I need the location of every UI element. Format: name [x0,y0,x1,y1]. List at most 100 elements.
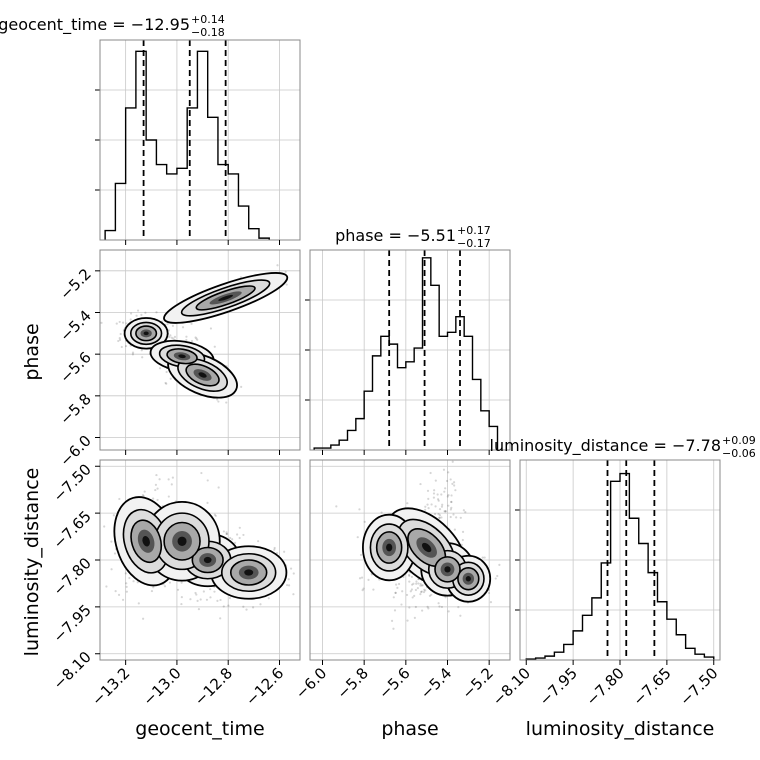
joint-geocent-time-luminosity-distance-sample-point [110,540,113,543]
hist-luminosity-distance-xtick-label: −7.65 [629,664,674,709]
joint-geocent-time-phase-sample-point [135,314,138,317]
joint-geocent-time-luminosity-distance-sample-point [259,603,262,606]
joint-geocent-time-luminosity-distance-sample-point [292,593,295,596]
joint-phase-luminosity-distance-sample-point [459,516,462,519]
y-axis-label-luminosity-distance: luminosity_distance [21,468,43,657]
hist-geocent-time-step [104,50,270,240]
joint-geocent-time-luminosity-distance-sample-point [125,590,128,593]
joint-geocent-time-luminosity-distance-sample-point [235,533,239,536]
joint-geocent-time-luminosity-distance-sample-point [112,514,115,517]
joint-phase-luminosity-distance-sample-point [392,596,395,599]
joint-phase-luminosity-distance-sample-point [454,489,457,492]
joint-phase-luminosity-distance-sample-point [372,588,375,591]
joint-geocent-time-luminosity-distance-sample-point [206,479,209,482]
joint-phase-luminosity-distance-sample-point [390,619,394,623]
joint-geocent-time-luminosity-distance-sample-point [132,580,135,583]
panel-hist-geocent-time [95,39,301,245]
hist-luminosity-distance-xtick-label: −7.50 [676,664,721,709]
joint-geocent-time-luminosity-distance-sample-point [103,525,106,528]
joint-phase-luminosity-distance-sample-point [450,506,453,509]
joint-geocent-time-phase-sample-point [119,332,122,336]
joint-geocent-time-luminosity-distance-sample-point [113,552,117,555]
joint-phase-luminosity-distance-sample-point [419,582,422,586]
joint-phase-luminosity-distance-sample-point [437,602,440,605]
title-main-geocent-time: geocent_time = −12.95 [0,15,190,35]
joint-geocent-time-luminosity-distance-sample-point [196,599,199,602]
joint-geocent-time-luminosity-distance-sample-point [242,605,245,608]
joint-geocent-time-phase-sample-point [166,322,169,326]
joint-phase-luminosity-distance-sample-point [427,507,430,510]
joint-phase-luminosity-distance-sample-point [457,606,460,609]
joint-geocent-time-luminosity-distance-ytick-label: −7.50 [50,460,95,505]
joint-phase-luminosity-distance-sample-point [440,516,443,519]
title-luminosity-distance: luminosity_distance = −7.78 +0.09 −0.06 [490,434,756,460]
joint-geocent-time-phase-frame [99,249,301,451]
hist-luminosity-distance-xtick-label: −8.10 [489,664,534,709]
joint-geocent-time-luminosity-distance-sample-point [200,471,203,475]
joint-phase-luminosity-distance-sample-point [421,584,424,587]
joint-geocent-time-luminosity-distance-ytick-label: −7.95 [50,601,95,646]
joint-phase-luminosity-distance-density-level-4 [421,542,432,553]
joint-phase-luminosity-distance-sample-point [461,538,464,542]
joint-phase-luminosity-distance-sample-point [356,536,359,539]
joint-phase-luminosity-distance-sample-point [444,510,447,513]
panel-joint-geocent-time-phase: −6.0 −5.8 −5.6−5.4 −5.2 [56,249,301,470]
joint-phase-luminosity-distance-sample-point [408,580,411,583]
joint-phase-luminosity-distance-sample-point [394,591,397,594]
joint-phase-luminosity-distance-sample-point [416,587,419,590]
joint-geocent-time-luminosity-distance-sample-point [155,473,158,477]
joint-phase-luminosity-distance-sample-point [405,593,409,597]
joint-phase-luminosity-distance-sample-point [429,471,432,475]
joint-geocent-time-luminosity-distance-sample-point [287,578,290,581]
joint-geocent-time-luminosity-distance-sample-point [292,572,295,575]
joint-phase-luminosity-distance-sample-point [437,513,440,516]
joint-phase-luminosity-distance-sample-point [419,584,422,587]
joint-geocent-time-luminosity-distance-sample-point [245,608,248,611]
joint-geocent-time-phase-sample-point [196,338,199,341]
joint-phase-luminosity-distance-sample-point [430,593,433,596]
joint-geocent-time-phase-ytick-label: −5.2 [56,265,94,303]
joint-phase-luminosity-distance-sample-point [459,614,462,617]
joint-phase-luminosity-distance-sample-point [442,468,446,471]
hist-geocent-time-frame [99,39,301,241]
joint-phase-luminosity-distance-sample-point [438,605,441,608]
joint-phase-luminosity-distance-sample-point [407,573,411,576]
joint-geocent-time-luminosity-distance-sample-point [209,596,212,599]
joint-phase-luminosity-distance-sample-point [397,582,401,586]
joint-geocent-time-luminosity-distance-sample-point [141,493,144,497]
joint-phase-luminosity-distance-sample-point [421,609,424,612]
x-axis-label-phase: phase [381,718,438,740]
joint-phase-luminosity-distance-sample-point [424,505,427,508]
joint-geocent-time-phase-sample-point [129,318,132,321]
joint-geocent-time-phase-sample-point [169,377,172,380]
joint-geocent-time-luminosity-distance-ytick-label: −8.10 [50,648,95,693]
joint-phase-luminosity-distance-sample-point [361,589,364,592]
joint-geocent-time-luminosity-distance-sample-point [257,540,260,543]
joint-phase-luminosity-distance-sample-point [424,508,427,511]
joint-geocent-time-luminosity-distance-sample-point [273,546,276,550]
joint-geocent-time-phase-sample-point [209,327,213,330]
joint-geocent-time-luminosity-distance-xtick-label: −12.6 [242,664,287,709]
joint-geocent-time-phase-sample-point [164,381,167,385]
joint-geocent-time-luminosity-distance-sample-point [152,586,155,589]
joint-geocent-time-luminosity-distance-plot-area [100,460,300,660]
joint-phase-luminosity-distance-sample-point [408,574,411,577]
joint-geocent-time-luminosity-distance-sample-point [289,567,293,570]
joint-phase-luminosity-distance-sample-point [411,596,414,599]
joint-phase-luminosity-distance-sample-point [450,500,453,504]
joint-geocent-time-phase-sample-point [124,344,128,348]
joint-geocent-time-luminosity-distance-sample-point [234,541,237,544]
joint-phase-luminosity-distance-sample-point [494,577,497,580]
joint-geocent-time-luminosity-distance-sample-point [216,599,219,603]
joint-phase-luminosity-distance-plot-area [310,460,510,660]
joint-geocent-time-luminosity-distance-sample-point [194,591,197,595]
joint-geocent-time-luminosity-distance-sample-point [287,584,291,587]
joint-phase-luminosity-distance-sample-point [453,528,456,531]
joint-geocent-time-luminosity-distance-sample-point [225,532,228,536]
joint-phase-luminosity-distance-sample-point [441,503,444,506]
joint-geocent-time-luminosity-distance-sample-point [143,490,146,493]
joint-geocent-time-phase-sample-point [240,385,243,388]
joint-phase-luminosity-distance-sample-point [406,619,409,622]
joint-phase-luminosity-distance-sample-point [413,616,416,620]
